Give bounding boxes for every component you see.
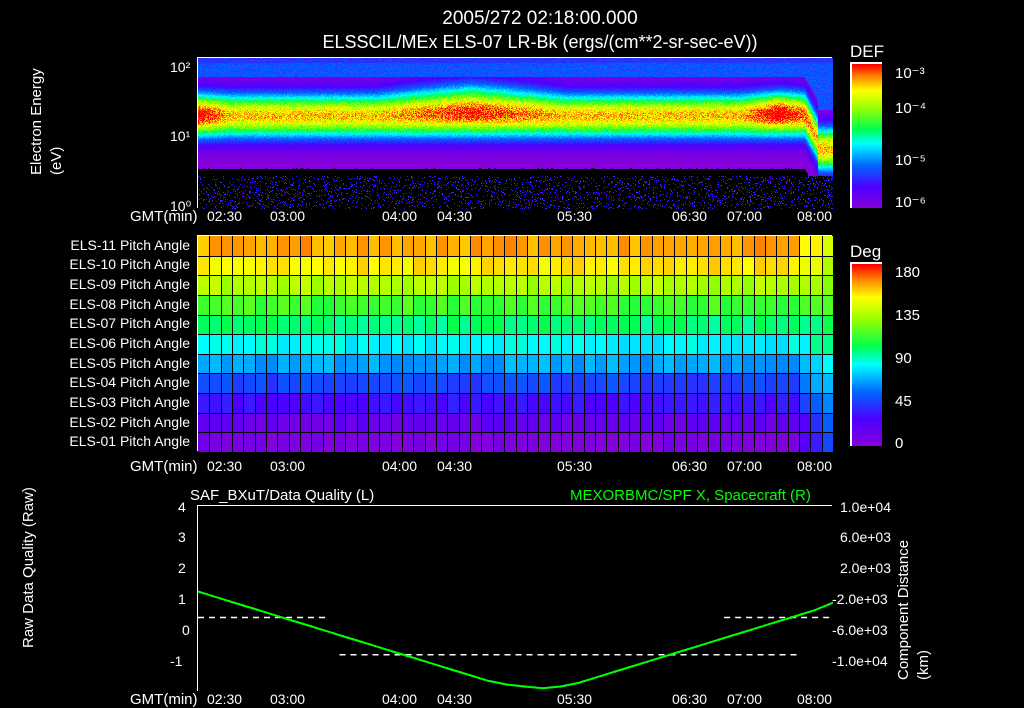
panel2-xtick-4: 05:30 [557,458,592,474]
panel2-colorbar-tick-0: 180 [895,264,920,281]
panel1-ylabel-line2: (eV) [48,15,66,175]
panel1-xtick-7: 08:00 [797,208,832,224]
panel1-ylabel-line1: Electron Energy [28,15,46,175]
panel2-xtick-5: 06:30 [672,458,707,474]
panel2-row-label-8: ELS-03 Pitch Angle [15,394,190,410]
panel2-xlabel: GMT(min) [130,458,198,475]
panel3-ytick-left-1: 3 [178,529,186,545]
panel3-xtick-0: 02:30 [207,691,242,707]
panel2-colorbar-tick-1: 135 [895,307,920,324]
panel3-xtick-7: 08:00 [797,691,832,707]
panel3-xtick-6: 07:00 [727,691,762,707]
panel2-row-label-10: ELS-01 Pitch Angle [15,433,190,449]
panel3-ytick-right-4: -6.0e+03 [832,622,888,638]
panel1-xtick-4: 05:30 [557,208,592,224]
panel2-row-label-7: ELS-04 Pitch Angle [15,374,190,390]
panel2-xtick-2: 04:00 [382,458,417,474]
panel2-colorbar-tick-3: 45 [895,393,912,410]
panel2-xtick-6: 07:00 [727,458,762,474]
panel3-ytick-left-5: -1 [170,653,182,669]
panel3-ylabel-left: Raw Data Quality (Raw) [20,488,38,648]
panel3-ytick-left-0: 4 [178,499,186,515]
panel1-plot-area[interactable] [197,57,832,208]
panel3-xtick-3: 04:30 [437,691,472,707]
panel1-xtick-0: 02:30 [207,208,242,224]
panel3-ytick-right-3: -2.0e+03 [832,591,888,607]
panel1-colorbar-title: DEF [850,42,884,62]
root-window: 2005/272 02:18:00.000 ELSSCIL/MEx ELS-07… [0,0,1024,708]
panel1-xtick-1: 03:00 [270,208,305,224]
panel1-xtick-5: 06:30 [672,208,707,224]
panel2-row-label-4: ELS-07 Pitch Angle [15,315,190,331]
panel2-colorbar-title: Deg [850,242,881,262]
panel1-xlabel: GMT(min) [130,208,198,225]
panel1-colorbar-tick-2: 10⁻⁵ [895,151,926,169]
panel1-colorbar-tick-1: 10⁻⁴ [895,99,926,117]
panel3-ylabel-right-line2: (km) [915,520,933,680]
panel3-xtick-2: 04:00 [382,691,417,707]
panel1-colorbar[interactable] [850,62,882,208]
panel3-ytick-left-3: 1 [178,591,186,607]
panel2-row-label-0: ELS-11 Pitch Angle [15,237,190,253]
panel2-colorbar-tick-4: 0 [895,435,903,452]
panel3-title-left: SAF_BXuT/Data Quality (L) [190,487,374,504]
panel1-ytick-0: 10² [170,59,190,75]
panel2-row-label-5: ELS-06 Pitch Angle [15,335,190,351]
panel3-ytick-left-4: 0 [182,622,190,638]
panel3-xtick-1: 03:00 [270,691,305,707]
panel1-xtick-2: 04:00 [382,208,417,224]
panel2-xtick-0: 02:30 [207,458,242,474]
panel1-colorbar-tick-3: 10⁻⁶ [895,193,926,211]
panel3-xtick-4: 05:30 [557,691,592,707]
main-title: 2005/272 02:18:00.000 [190,8,890,30]
panel3-xlabel: GMT(min) [130,691,198,708]
panel2-plot-area[interactable] [197,235,832,451]
panel3-ytick-right-5: -1.0e+04 [832,653,888,669]
panel2-xtick-3: 04:30 [437,458,472,474]
panel2-row-label-9: ELS-02 Pitch Angle [15,414,190,430]
panel1-xtick-3: 04:30 [437,208,472,224]
panel3-ylabel-right-line1: Component Distance [895,520,913,680]
panel2-colorbar-tick-2: 90 [895,350,912,367]
panel3-ytick-right-0: 1.0e+04 [840,499,891,515]
panel1-xtick-6: 07:00 [727,208,762,224]
panel3-ytick-right-2: 2.0e+03 [840,560,891,576]
panel3-ytick-right-1: 6.0e+03 [840,529,891,545]
panel3-title-right: MEXORBMC/SPF X, Spacecraft (R) [570,487,811,504]
panel2-xtick-1: 03:00 [270,458,305,474]
panel1-ytick-1: 10¹ [170,128,190,144]
panel2-row-label-2: ELS-09 Pitch Angle [15,276,190,292]
panel1-colorbar-tick-0: 10⁻³ [895,64,925,82]
panel3-xtick-5: 06:30 [672,691,707,707]
panel1-title: ELSSCIL/MEx ELS-07 LR-Bk (ergs/(cm**2-sr… [190,32,890,53]
panel2-colorbar[interactable] [850,262,882,446]
panel3-ytick-left-2: 2 [178,560,186,576]
panel2-row-label-6: ELS-05 Pitch Angle [15,355,190,371]
panel3-plot-area[interactable] [197,505,832,691]
panel2-xtick-7: 08:00 [797,458,832,474]
panel2-row-label-1: ELS-10 Pitch Angle [15,256,190,272]
panel2-row-label-3: ELS-08 Pitch Angle [15,296,190,312]
